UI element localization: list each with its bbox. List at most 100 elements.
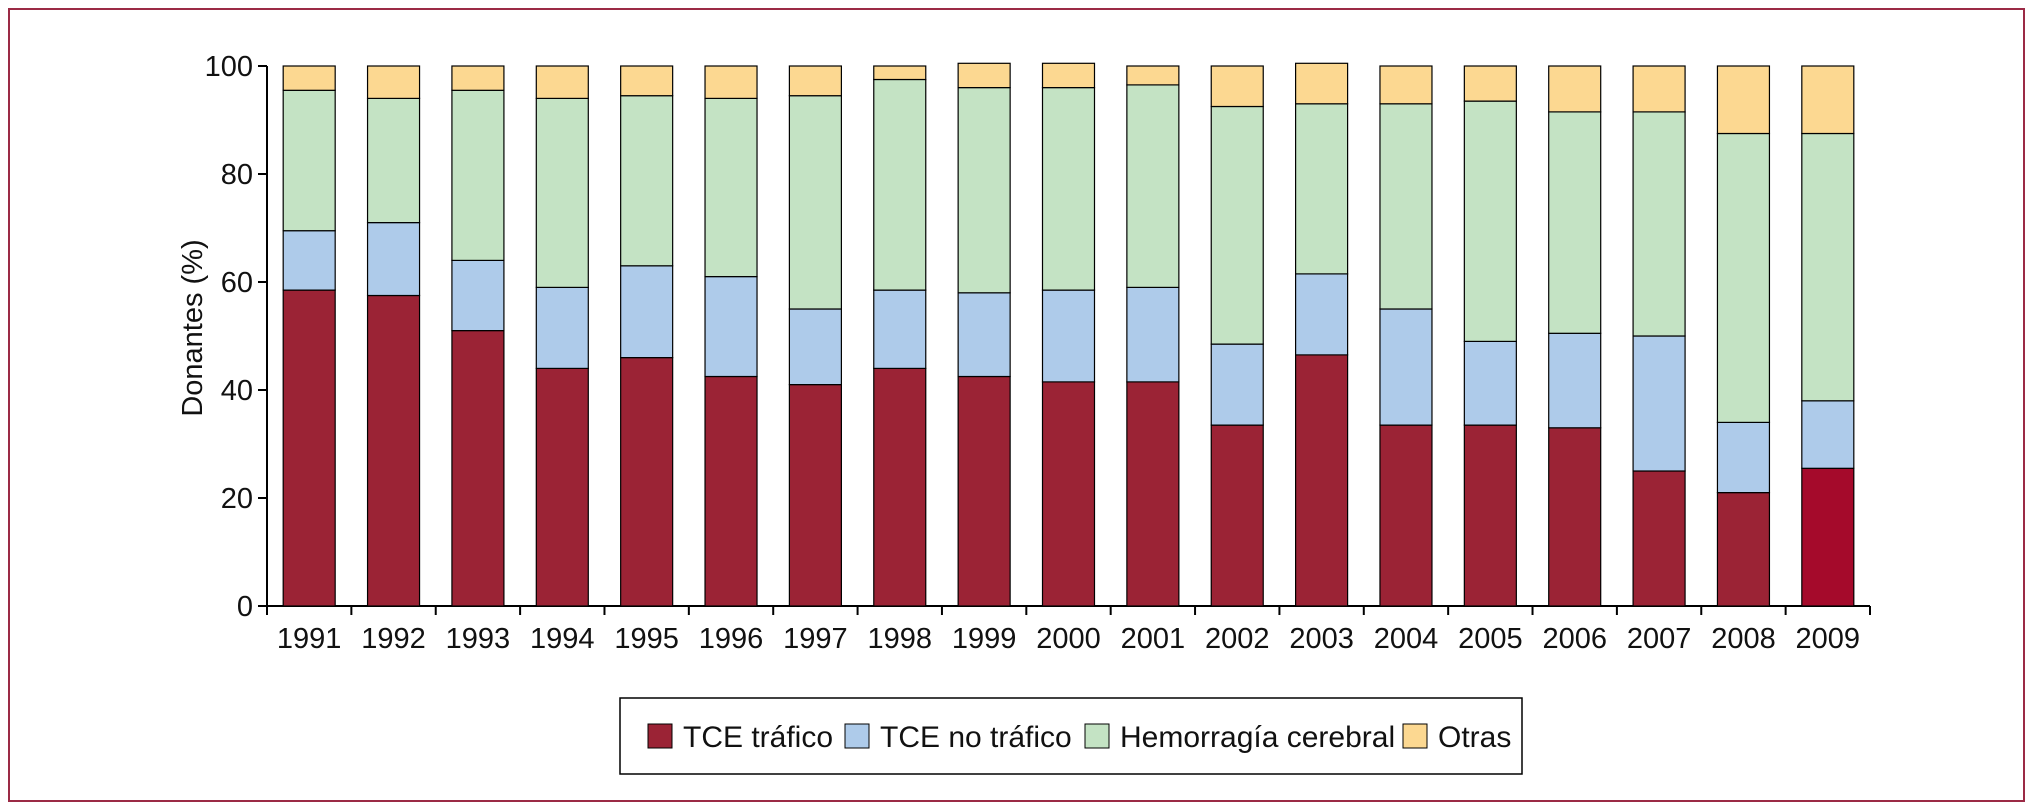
bar-segment <box>1041 62 1096 89</box>
bar-segment <box>1210 65 1264 108</box>
bar-segment <box>1210 424 1264 607</box>
x-tick-label: 1999 <box>952 623 1017 655</box>
x-tick-label: 2002 <box>1205 623 1270 655</box>
y-tick-label: 100 <box>205 51 253 83</box>
figure-frame <box>8 8 2025 802</box>
bar-segment <box>1801 65 1855 135</box>
bar-segment <box>1716 421 1771 494</box>
bar-segment <box>1548 427 1602 607</box>
x-tick-label: 2005 <box>1458 623 1523 655</box>
bar-segment <box>1463 100 1517 343</box>
bar-segment <box>451 89 505 262</box>
bar-segment <box>1126 286 1180 383</box>
bar-segment <box>1126 84 1180 289</box>
bar-segment <box>282 289 336 607</box>
bar-segment <box>620 357 674 607</box>
bar-segment <box>282 230 336 291</box>
x-tick-label: 1994 <box>530 623 595 655</box>
bar-segment <box>1041 86 1096 291</box>
bar-segment <box>957 375 1011 607</box>
legend-swatch <box>1084 723 1110 749</box>
legend-swatch <box>647 723 673 749</box>
bar-segment <box>451 259 505 332</box>
x-tick-label: 2008 <box>1711 623 1776 655</box>
bar-segment <box>704 65 758 100</box>
bar-segment <box>1295 354 1349 607</box>
bar-segment <box>957 62 1011 89</box>
bar-segment <box>704 375 758 607</box>
bar-segment <box>535 65 589 100</box>
bar-segment <box>1548 65 1602 113</box>
y-tick-label: 80 <box>221 159 253 191</box>
legend-label: TCE tráfico <box>683 721 833 754</box>
bar-segment <box>366 65 421 100</box>
bar-segment <box>704 276 758 378</box>
bar-segment <box>788 308 842 386</box>
bar-segment <box>282 89 336 232</box>
y-axis-title: Donantes (%) <box>177 239 209 416</box>
bar-segment <box>1548 111 1602 334</box>
legend: TCE tráfico TCE no tráfico Hemorragía cere… <box>619 697 1523 775</box>
bar-segment <box>1463 424 1517 607</box>
bar-segment <box>1295 62 1349 105</box>
bar-segment <box>1210 105 1264 345</box>
bar-segment <box>1041 289 1096 383</box>
x-tick-label: 1995 <box>614 623 679 655</box>
bar-segment <box>1463 65 1517 102</box>
y-axis: 0 20 40 60 80 100 <box>205 51 268 623</box>
x-tick-label: 2000 <box>1036 623 1101 655</box>
x-tick-label: 1996 <box>699 623 764 655</box>
bar-segment <box>535 286 589 369</box>
bar-segment <box>1379 65 1433 105</box>
bars <box>282 62 1855 607</box>
y-tick-label: 40 <box>221 375 253 407</box>
bar-segment <box>788 65 842 97</box>
y-tick-label: 0 <box>237 591 253 623</box>
bar-segment <box>1801 467 1855 607</box>
bar-segment <box>1295 273 1349 356</box>
x-tick-label: 2003 <box>1289 623 1354 655</box>
bar-segment <box>1716 65 1771 135</box>
legend-box <box>619 697 1523 775</box>
bar-segment <box>788 384 842 607</box>
bar-segment <box>366 222 421 297</box>
legend-swatch <box>844 723 870 749</box>
x-tick-label: 2009 <box>1796 623 1861 655</box>
bar-segment <box>1379 308 1433 426</box>
bar-segment <box>1210 343 1264 426</box>
bar-segment <box>873 65 927 81</box>
legend-swatch <box>1402 723 1428 749</box>
x-tick-label: 2004 <box>1374 623 1439 655</box>
x-tick-label: 2006 <box>1542 623 1607 655</box>
x-tick-label: 1991 <box>277 623 342 655</box>
legend-label: Hemorragía cerebral <box>1120 721 1395 754</box>
bar-segment <box>1801 132 1855 402</box>
bar-segment <box>1041 381 1096 607</box>
bar-segment <box>1126 381 1180 607</box>
bar-segment <box>1632 65 1686 113</box>
bar-segment <box>1801 400 1855 469</box>
bar-segment <box>704 97 758 278</box>
bar-segment <box>366 294 421 607</box>
bar-segment <box>873 289 927 370</box>
bar-segment <box>1548 332 1602 429</box>
bar-segment <box>1463 340 1517 426</box>
bar-segment <box>873 78 927 291</box>
bar-segment <box>366 97 421 224</box>
x-tick-label: 1997 <box>783 623 848 655</box>
bar-segment <box>1632 470 1686 607</box>
bar-segment <box>620 265 674 359</box>
x-tick-label: 1992 <box>361 623 426 655</box>
bar-segment <box>957 86 1011 294</box>
bar-segment <box>451 330 505 607</box>
bar-segment <box>1632 111 1686 337</box>
bar-segment <box>282 65 336 91</box>
bar-segment <box>1379 424 1433 607</box>
bar-segment <box>535 97 589 289</box>
y-tick-label: 60 <box>221 267 253 299</box>
bar-segment <box>1379 103 1433 310</box>
bar-segment <box>620 65 674 97</box>
bar-segment <box>957 292 1011 378</box>
bar-segment <box>1295 103 1349 275</box>
